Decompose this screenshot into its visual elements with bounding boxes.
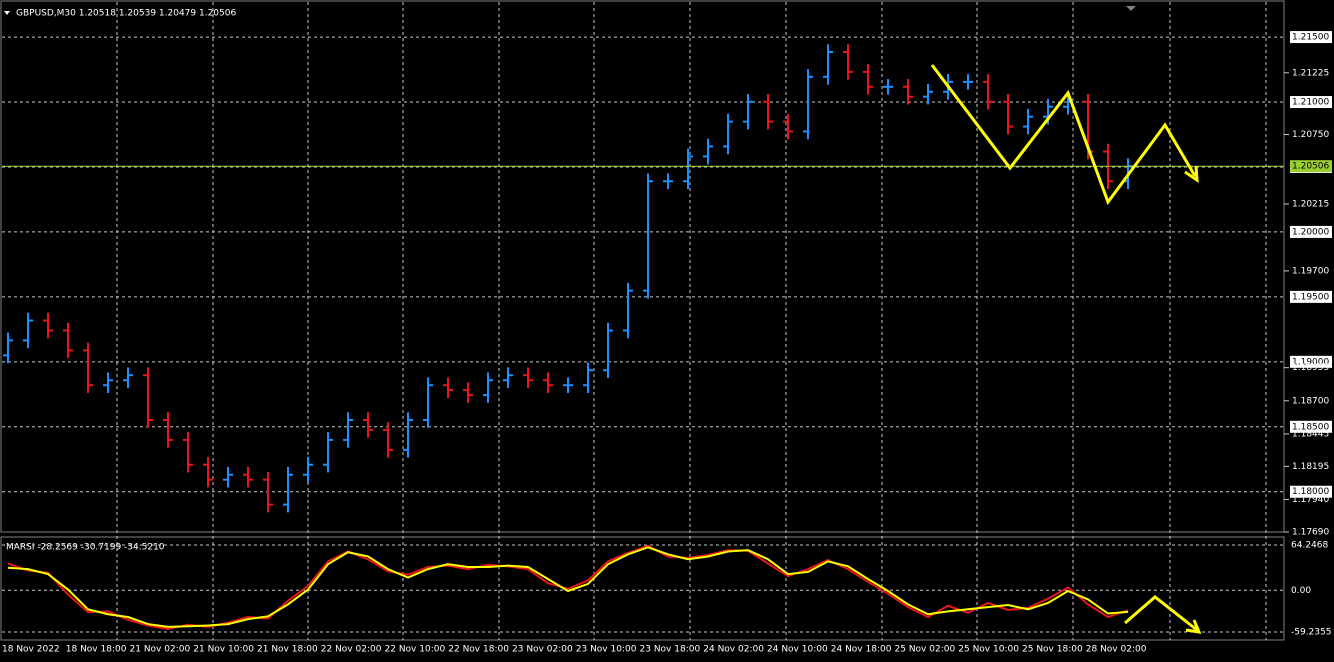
x-tick-label: 25 Nov 18:00 (1022, 645, 1083, 655)
x-tick-label: 23 Nov 02:00 (512, 645, 573, 655)
y-tick-label: 1.20215 (1292, 199, 1329, 209)
y-tick-label: 1.18955 (1292, 363, 1329, 373)
x-tick-label: 18 Nov 18:00 (66, 645, 127, 655)
x-tick-label: 23 Nov 10:00 (576, 645, 637, 655)
y-tick-label: -59.2355 (1291, 627, 1331, 637)
x-tick-label: 24 Nov 02:00 (703, 645, 764, 655)
y-tick-box (1290, 355, 1332, 368)
current-price-label: 1.20506 (1292, 162, 1329, 172)
current-price-box (1290, 160, 1332, 173)
x-tick-label: 25 Nov 10:00 (958, 645, 1019, 655)
scroll-marker (1126, 6, 1136, 11)
price-pane (0, 0, 1285, 533)
x-tick-label: 23 Nov 18:00 (640, 645, 701, 655)
y-tick-label: 1.18445 (1292, 429, 1329, 439)
x-tick-label: 21 Nov 02:00 (130, 645, 191, 655)
x-tick-label: 21 Nov 10:00 (193, 645, 254, 655)
zigzag-annotation (930, 64, 1202, 634)
x-tick-label: 18 Nov 2022 (2, 645, 60, 655)
indicator-line (7, 544, 1129, 631)
arrow-head (1185, 619, 1202, 634)
y-tick-label: 64.2468 (1291, 541, 1328, 551)
y-tick-label: 1.18195 (1292, 462, 1329, 472)
y-tick-box (1290, 485, 1332, 498)
y-tick-box (1290, 290, 1332, 303)
indicator-line (7, 546, 1129, 628)
arrow-head (1184, 165, 1199, 183)
x-tick-label: 24 Nov 10:00 (767, 645, 828, 655)
x-tick-label: 22 Nov 18:00 (448, 645, 509, 655)
y-tick-label: 1.18500 (1292, 422, 1329, 432)
x-tick-label: 28 Nov 02:00 (1086, 645, 1147, 655)
y-tick-label: 1.20000 (1292, 227, 1329, 237)
y-tick-label: 1.19500 (1292, 292, 1329, 302)
y-tick-box (1290, 225, 1332, 238)
y-tick-label: 1.18000 (1292, 487, 1329, 497)
x-tick-label: 24 Nov 18:00 (831, 645, 892, 655)
y-tick-label: 1.20750 (1292, 130, 1329, 140)
indicator-pane (0, 536, 1285, 641)
y-tick-label: 1.17940 (1292, 495, 1329, 505)
x-tick-label: 22 Nov 10:00 (385, 645, 446, 655)
y-tick-label: 0.00 (1291, 586, 1311, 596)
symbol-menu-icon[interactable] (4, 11, 10, 15)
y-tick-box (1290, 96, 1332, 109)
y-tick-box (1290, 420, 1332, 433)
vertical-grid (116, 2, 1267, 640)
x-tick-label: 22 Nov 02:00 (321, 645, 382, 655)
indicator-zigzag (1124, 595, 1198, 632)
y-tick-label: 1.18700 (1292, 396, 1329, 406)
symbol-line: GBPUSD,M30 1.20518 1.20539 1.20479 1.205… (16, 9, 236, 19)
series-layer: 1.215001.210001.205001.200001.195001.190… (2, 31, 1332, 655)
indicator-title: MARSI -28.2569 -30.7199 -34.5210 (6, 543, 165, 553)
forecast-zigzag (930, 64, 1197, 206)
y-tick-label: 1.21000 (1292, 98, 1329, 108)
x-tick-label: 21 Nov 18:00 (257, 645, 318, 655)
y-tick-label: 1.21225 (1292, 68, 1329, 78)
y-tick-label: 1.19000 (1292, 357, 1329, 367)
y-tick-label: 1.17690 (1292, 528, 1329, 538)
y-tick-label: 1.21500 (1292, 33, 1329, 43)
y-tick-box (1290, 31, 1332, 44)
x-tick-label: 25 Nov 02:00 (895, 645, 956, 655)
y-tick-label: 1.19700 (1292, 266, 1329, 276)
